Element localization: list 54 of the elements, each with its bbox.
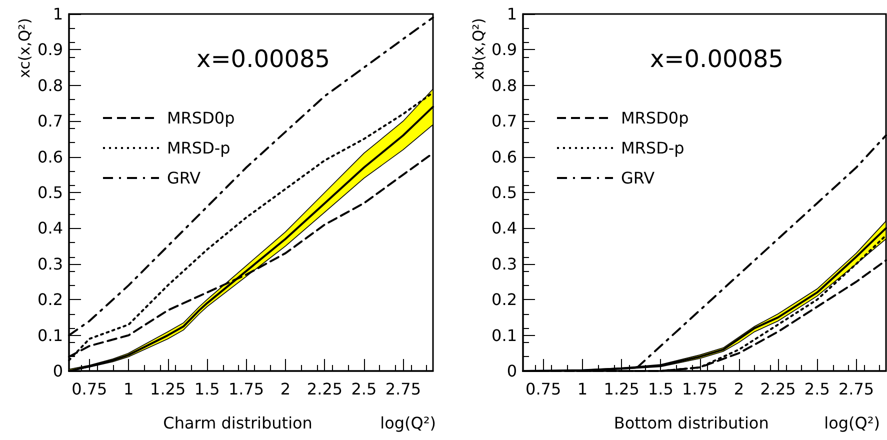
- y-tick-label: 0.9: [492, 40, 517, 60]
- x-tick-label: 2.25: [306, 380, 343, 398]
- y-tick-label: 1: [52, 4, 63, 24]
- y-axis-title: xc(x,Q²): [16, 18, 34, 78]
- x-tick-label: 1.25: [150, 380, 186, 398]
- y-tick-label: 0.1: [492, 326, 517, 345]
- y-tick-label: 0.2: [492, 290, 517, 310]
- x-tick-label: 1.75: [228, 380, 264, 398]
- x-tick-label: 1.25: [604, 380, 640, 398]
- y-tick-label: 0.5: [38, 183, 63, 202]
- text: x=0.00085: [650, 45, 784, 73]
- text: Charm distribution: [163, 414, 312, 432]
- x-tick-label: 2: [734, 380, 744, 398]
- x-tick-label: 1: [577, 380, 588, 398]
- x-tick-label: 1: [124, 380, 134, 398]
- y-tick-label: 0.1: [38, 326, 63, 345]
- legend-label: GRV: [621, 168, 655, 188]
- y-tick-label: 0.5: [492, 183, 517, 202]
- x-tick-label: 2.25: [760, 380, 796, 398]
- x-tick-label: 1.75: [682, 380, 718, 398]
- y-tick-label: 0.3: [38, 254, 63, 274]
- y-tick-label: 0: [506, 362, 517, 380]
- y-tick-label: 0.2: [38, 290, 63, 310]
- x-tick-label: 2.5: [351, 380, 377, 398]
- x-tick-label: 1.5: [194, 380, 220, 398]
- y-tick-label: 0.7: [38, 112, 63, 131]
- x-tick-label: 0.75: [526, 380, 562, 398]
- y-axis-title: xb(x,Q²): [470, 18, 488, 80]
- y-tick-label: 0.6: [38, 147, 63, 166]
- legend-label: MRSD-p: [621, 138, 684, 158]
- y-tick-label: 0.4: [492, 218, 517, 238]
- text: x=0.00085: [196, 45, 330, 73]
- legend-label: MRSD-p: [167, 138, 230, 158]
- y-tick-label: 0.6: [492, 147, 517, 166]
- y-tick-label: 0: [52, 362, 63, 380]
- y-tick-label: 0.4: [38, 218, 63, 238]
- y-tick-label: 0.3: [492, 254, 517, 274]
- x-tick-label: 2: [280, 380, 291, 398]
- x-axis-title: log(Q²): [824, 414, 880, 432]
- x-tick-label: 0.75: [72, 380, 108, 398]
- y-tick-label: 1: [506, 4, 517, 24]
- y-tick-label: 0.9: [38, 40, 63, 60]
- y-tick-label: 0.8: [492, 76, 517, 95]
- x-tick-label: 2.5: [804, 380, 830, 398]
- x-tick-label: 2.75: [838, 380, 874, 398]
- x-tick-label: 2.75: [385, 380, 421, 398]
- legend-label: GRV: [167, 168, 201, 188]
- x-tick-label: 1.5: [648, 380, 674, 398]
- legend-label: MRSD0p: [621, 108, 689, 128]
- y-tick-label: 0.8: [38, 76, 63, 95]
- legend-label: MRSD0p: [167, 108, 235, 128]
- y-tick-label: 0.7: [492, 112, 517, 131]
- text: Bottom distribution: [614, 414, 769, 432]
- x-axis-title: log(Q²): [380, 414, 436, 432]
